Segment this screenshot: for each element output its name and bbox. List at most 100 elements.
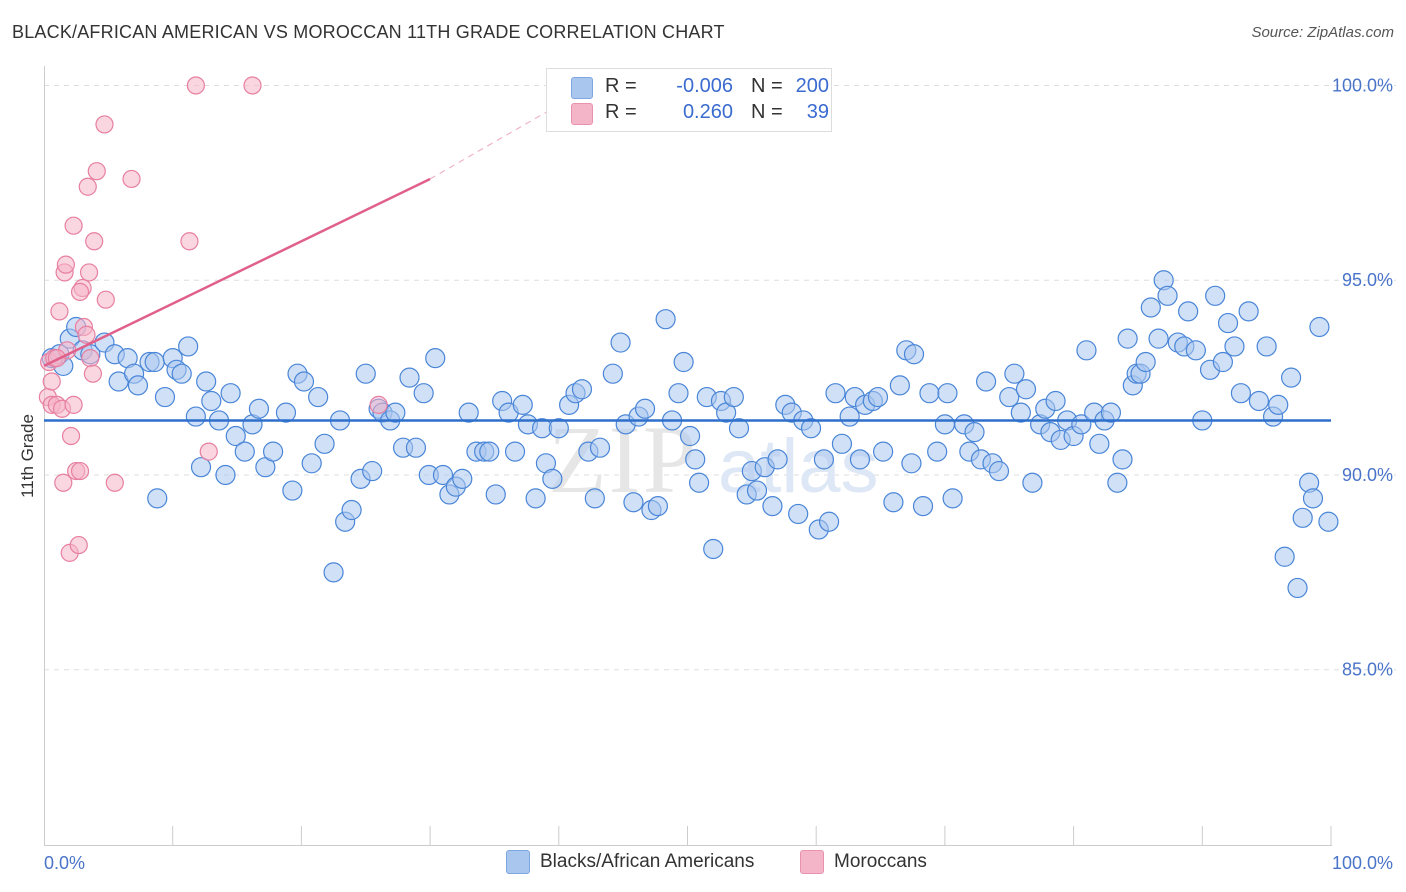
data-point bbox=[1107, 472, 1128, 493]
legend-n-label: N = bbox=[751, 75, 783, 97]
data-point bbox=[901, 453, 922, 474]
bottom-legend-swatch-blue bbox=[506, 850, 530, 874]
data-point bbox=[1178, 301, 1199, 322]
data-point bbox=[1010, 402, 1031, 423]
data-point bbox=[1318, 511, 1339, 532]
data-point bbox=[655, 309, 676, 330]
data-point bbox=[723, 386, 744, 408]
data-point bbox=[975, 371, 997, 392]
legend-swatch-pink bbox=[571, 103, 593, 125]
data-point bbox=[323, 562, 344, 583]
data-point bbox=[127, 375, 149, 396]
data-point bbox=[341, 499, 362, 521]
data-point bbox=[199, 442, 218, 461]
legend-swatch-blue bbox=[571, 77, 593, 99]
data-point bbox=[70, 461, 90, 481]
bottom-legend-moroccans: Moroccans bbox=[800, 850, 927, 874]
data-point bbox=[1256, 336, 1277, 357]
data-point bbox=[762, 496, 783, 517]
data-point bbox=[1100, 402, 1122, 423]
data-point bbox=[1287, 577, 1308, 599]
data-point bbox=[703, 538, 724, 560]
data-point bbox=[647, 496, 668, 517]
data-point bbox=[1117, 328, 1138, 349]
data-point bbox=[42, 372, 61, 391]
data-point bbox=[1157, 285, 1178, 306]
data-point bbox=[512, 394, 533, 415]
data-point bbox=[458, 402, 479, 423]
data-point bbox=[1148, 328, 1169, 349]
data-point bbox=[61, 426, 81, 446]
data-point bbox=[1302, 488, 1324, 509]
data-point bbox=[1112, 449, 1133, 470]
data-point bbox=[767, 449, 788, 470]
data-point bbox=[1309, 316, 1330, 338]
y-tick-label: 100.0% bbox=[1332, 75, 1393, 95]
data-point bbox=[839, 406, 860, 427]
data-point bbox=[186, 76, 205, 95]
data-point bbox=[83, 364, 103, 383]
data-point bbox=[873, 441, 894, 462]
data-point bbox=[56, 255, 75, 274]
data-point bbox=[147, 488, 168, 509]
data-point bbox=[275, 402, 297, 423]
data-point bbox=[937, 383, 958, 404]
data-point bbox=[282, 480, 303, 501]
data-point bbox=[196, 371, 217, 392]
data-point bbox=[634, 398, 656, 419]
data-point bbox=[355, 363, 376, 384]
data-point bbox=[385, 402, 406, 423]
data-point bbox=[413, 383, 434, 404]
axes bbox=[44, 66, 1332, 846]
data-point bbox=[301, 453, 322, 474]
data-point bbox=[1045, 390, 1066, 412]
data-point bbox=[1135, 351, 1156, 373]
data-point bbox=[215, 464, 236, 486]
y-tick-label: 85.0% bbox=[1342, 660, 1393, 680]
y-tick-labels: 85.0% 90.0% 95.0% 100.0% bbox=[1332, 75, 1393, 679]
data-point bbox=[479, 441, 500, 462]
data-point bbox=[818, 511, 840, 532]
data-point bbox=[548, 418, 569, 439]
data-point bbox=[679, 425, 701, 447]
y-tick-label: 95.0% bbox=[1342, 270, 1393, 290]
data-point bbox=[903, 344, 925, 365]
data-point bbox=[180, 232, 199, 251]
data-point bbox=[1238, 301, 1259, 322]
data-point bbox=[813, 449, 835, 470]
legend-r-value: 0.260 bbox=[682, 101, 733, 123]
data-point bbox=[262, 441, 284, 462]
data-point bbox=[1076, 340, 1097, 361]
chart-title: BLACK/AFRICAN AMERICAN VS MOROCCAN 11TH … bbox=[12, 22, 725, 42]
data-point bbox=[225, 425, 246, 447]
series-moroccans-points bbox=[38, 76, 388, 562]
data-point bbox=[1205, 285, 1226, 306]
data-point bbox=[243, 76, 262, 95]
data-point bbox=[314, 433, 335, 454]
legend-r-label: R = bbox=[605, 75, 637, 97]
trend-line-moroccans-extension bbox=[429, 104, 560, 180]
data-point bbox=[504, 441, 526, 462]
bottom-legend-label: Moroccans bbox=[834, 851, 927, 873]
data-point bbox=[919, 383, 940, 404]
data-point bbox=[369, 395, 388, 414]
data-point bbox=[96, 290, 115, 309]
bottom-legend-label: Blacks/African Americans bbox=[540, 851, 755, 873]
data-point bbox=[831, 433, 853, 454]
data-point bbox=[1015, 379, 1037, 400]
data-point bbox=[190, 457, 212, 478]
data-point bbox=[144, 351, 165, 373]
data-point bbox=[867, 386, 889, 408]
data-point bbox=[308, 386, 329, 408]
data-point bbox=[70, 282, 90, 302]
x-tick-label-min: 0.0% bbox=[44, 853, 85, 873]
data-point bbox=[1281, 367, 1302, 388]
legend-r-label: R = bbox=[605, 101, 637, 123]
data-point bbox=[171, 363, 192, 384]
data-point bbox=[927, 441, 948, 462]
data-point bbox=[1224, 336, 1245, 357]
x-tick-label-max: 100.0% bbox=[1332, 853, 1393, 873]
data-point bbox=[889, 375, 910, 396]
legend-n-label: N = bbox=[751, 101, 783, 123]
